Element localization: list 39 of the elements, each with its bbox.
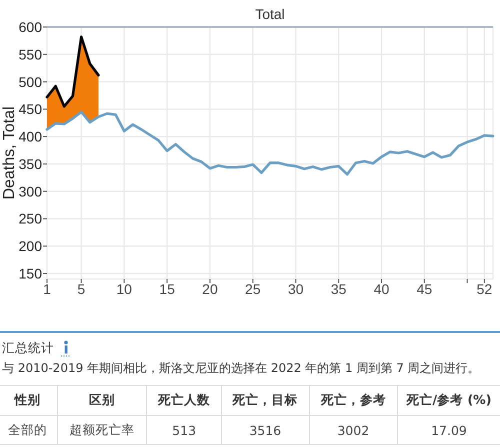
- x-tick-label: 15: [159, 281, 176, 297]
- y-tick-label: 200: [18, 238, 42, 254]
- text: 513: [172, 422, 196, 438]
- text: 超额死亡率: [70, 422, 135, 436]
- x-tick-label: 20: [202, 281, 218, 297]
- line-series: [46, 36, 100, 108]
- y-tick-label: 500: [18, 74, 42, 90]
- text: 17.09: [431, 422, 467, 438]
- text: 与 2010-2019 年期间相比，斯洛文尼亚的选择在 2022 年的第 1 周到第 7 周之间进行。: [2, 360, 480, 377]
- x-tick-label: 25: [245, 281, 261, 297]
- category-label: 区别: [58, 386, 147, 416]
- y-tick-label: 600: [18, 19, 42, 35]
- y-tick-label: 300: [18, 183, 42, 200]
- category-label: 死亡，目标: [221, 386, 310, 416]
- y-tick-label: 550: [18, 46, 42, 62]
- line-series: [46, 110, 494, 176]
- category-label: 死亡人数: [146, 386, 222, 416]
- text: 汇总统计: [2, 340, 54, 355]
- text: 3516: [249, 422, 282, 438]
- category-label: 死亡/参考 (%): [397, 386, 500, 416]
- x-tick-label: 52: [476, 281, 492, 297]
- x-tick-label: 45: [416, 281, 432, 297]
- y-tick-label: 450: [18, 101, 42, 118]
- x-tick-label: 35: [330, 281, 347, 297]
- text: 3002: [337, 422, 370, 438]
- chart-title: Total: [255, 6, 285, 22]
- y-axis-title: Deaths, Total: [1, 106, 18, 200]
- y-tick-label: 350: [18, 156, 42, 172]
- y-tick-label: 250: [18, 210, 42, 227]
- x-tick-label: 5: [77, 281, 86, 297]
- text: 全部的: [8, 422, 48, 436]
- x-tick-label: 10: [116, 281, 132, 297]
- y-tick-label: 150: [18, 266, 42, 282]
- category-label: 性别: [0, 386, 58, 416]
- x-tick-label: 40: [374, 281, 390, 297]
- category-label: 死亡，参考: [309, 386, 398, 416]
- y-tick-label: 400: [18, 128, 42, 145]
- x-tick-label: 30: [288, 281, 304, 297]
- x-tick-label: 1: [43, 281, 52, 297]
